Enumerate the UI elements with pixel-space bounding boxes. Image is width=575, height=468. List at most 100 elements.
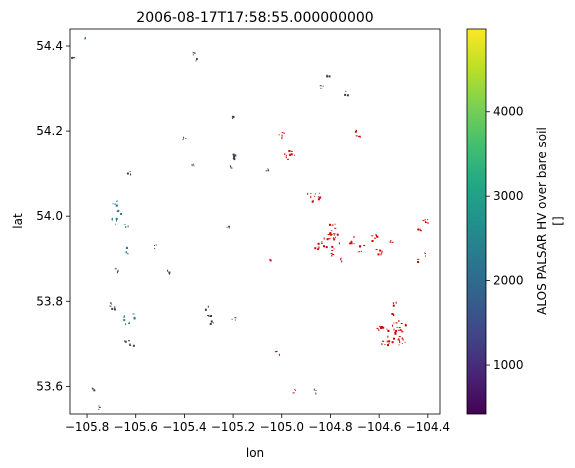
data-pixel [388,342,390,344]
data-pixel [330,253,333,255]
data-pixel [226,226,228,228]
data-pixel [126,253,129,255]
data-pixel [278,134,280,136]
data-pixel [209,322,212,325]
data-pixel [382,326,385,329]
data-pixel [98,408,100,410]
data-pixel [120,213,123,215]
data-pixel [353,235,355,238]
data-pixel [396,326,398,328]
data-pixel [98,405,100,407]
data-pixel [417,261,419,263]
data-pixel [124,224,126,225]
data-pixel [112,203,114,205]
data-pixel [207,305,209,308]
data-pixel [376,234,377,237]
data-pixel [335,236,336,238]
data-pixel [154,247,156,249]
data-pixel [128,340,130,342]
data-pixel [117,209,120,212]
data-pixel [393,337,395,340]
data-pixel [401,342,403,344]
data-pixel [207,315,209,316]
data-pixel [125,323,127,326]
data-pixel [375,249,378,251]
data-pixel [393,313,395,316]
data-pixel [129,171,131,173]
data-pixel [281,134,283,137]
data-pixel [381,340,384,342]
y-axis-label: lat [11,213,25,229]
data-pixel [290,150,293,152]
data-pixel [422,220,425,222]
data-pixel [315,392,317,395]
data-pixel [330,233,332,236]
data-pixel [210,315,212,317]
data-pixel [208,315,211,317]
data-pixel [234,154,237,157]
data-pixel [126,172,129,175]
data-pixel [371,235,374,237]
data-pixel [116,271,118,274]
data-pixel [331,233,333,235]
data-pixel [310,192,312,194]
data-pixel [185,138,187,140]
data-pixel [91,387,93,390]
y-tick-label: 53.8 [36,294,63,308]
data-pixel [427,219,429,221]
data-pixel [117,200,119,202]
data-pixel [354,130,357,133]
data-pixel [404,341,406,343]
data-pixel [283,132,285,134]
x-tick-label: −104.4 [406,420,450,434]
data-pixel [233,116,235,118]
x-tick-label: −105.2 [211,420,255,434]
data-pixel [393,328,395,331]
data-pixel [399,341,401,344]
data-pixel [392,302,394,305]
data-pixel [340,257,342,259]
data-pixel [282,132,284,134]
data-pixel [392,304,395,307]
plot-area [70,29,440,414]
data-pixel [320,87,322,89]
data-pixel [371,240,374,242]
data-pixel [379,326,382,328]
data-pixel [125,246,127,249]
data-pixel [114,306,116,309]
data-pixel [392,324,393,327]
data-pixel [332,254,335,256]
data-pixel [307,192,309,195]
data-pixel [116,219,117,222]
data-pixel [393,315,394,317]
data-pixel [268,169,270,172]
colorbar-label: ALOS PALSAR HV over bare soil [535,127,549,315]
data-pixel [386,328,388,330]
data-pixel [327,234,330,235]
data-pixel [401,330,403,333]
y-tick-label: 54.2 [36,124,63,138]
data-pixel [319,85,322,87]
data-pixel [400,323,403,324]
data-pixel [332,237,334,239]
data-pixel [336,233,339,236]
data-pixel [318,192,320,194]
data-pixel [319,196,322,199]
data-pixel [425,220,426,223]
data-pixel [281,137,283,140]
data-pixel [154,244,156,246]
data-pixel [133,317,136,320]
x-tick-label: −105.4 [162,420,206,434]
plot-frame [69,28,441,415]
data-pixel [110,302,112,304]
data-pixel [363,245,366,246]
data-pixel [338,242,340,245]
data-pixel [285,156,287,159]
data-pixel [334,223,336,225]
data-pixel [395,322,398,324]
data-pixel [317,242,320,245]
x-tick-label: −104.6 [357,420,401,434]
data-pixel [212,322,214,324]
data-pixel [314,193,316,195]
data-pixel [322,85,324,87]
